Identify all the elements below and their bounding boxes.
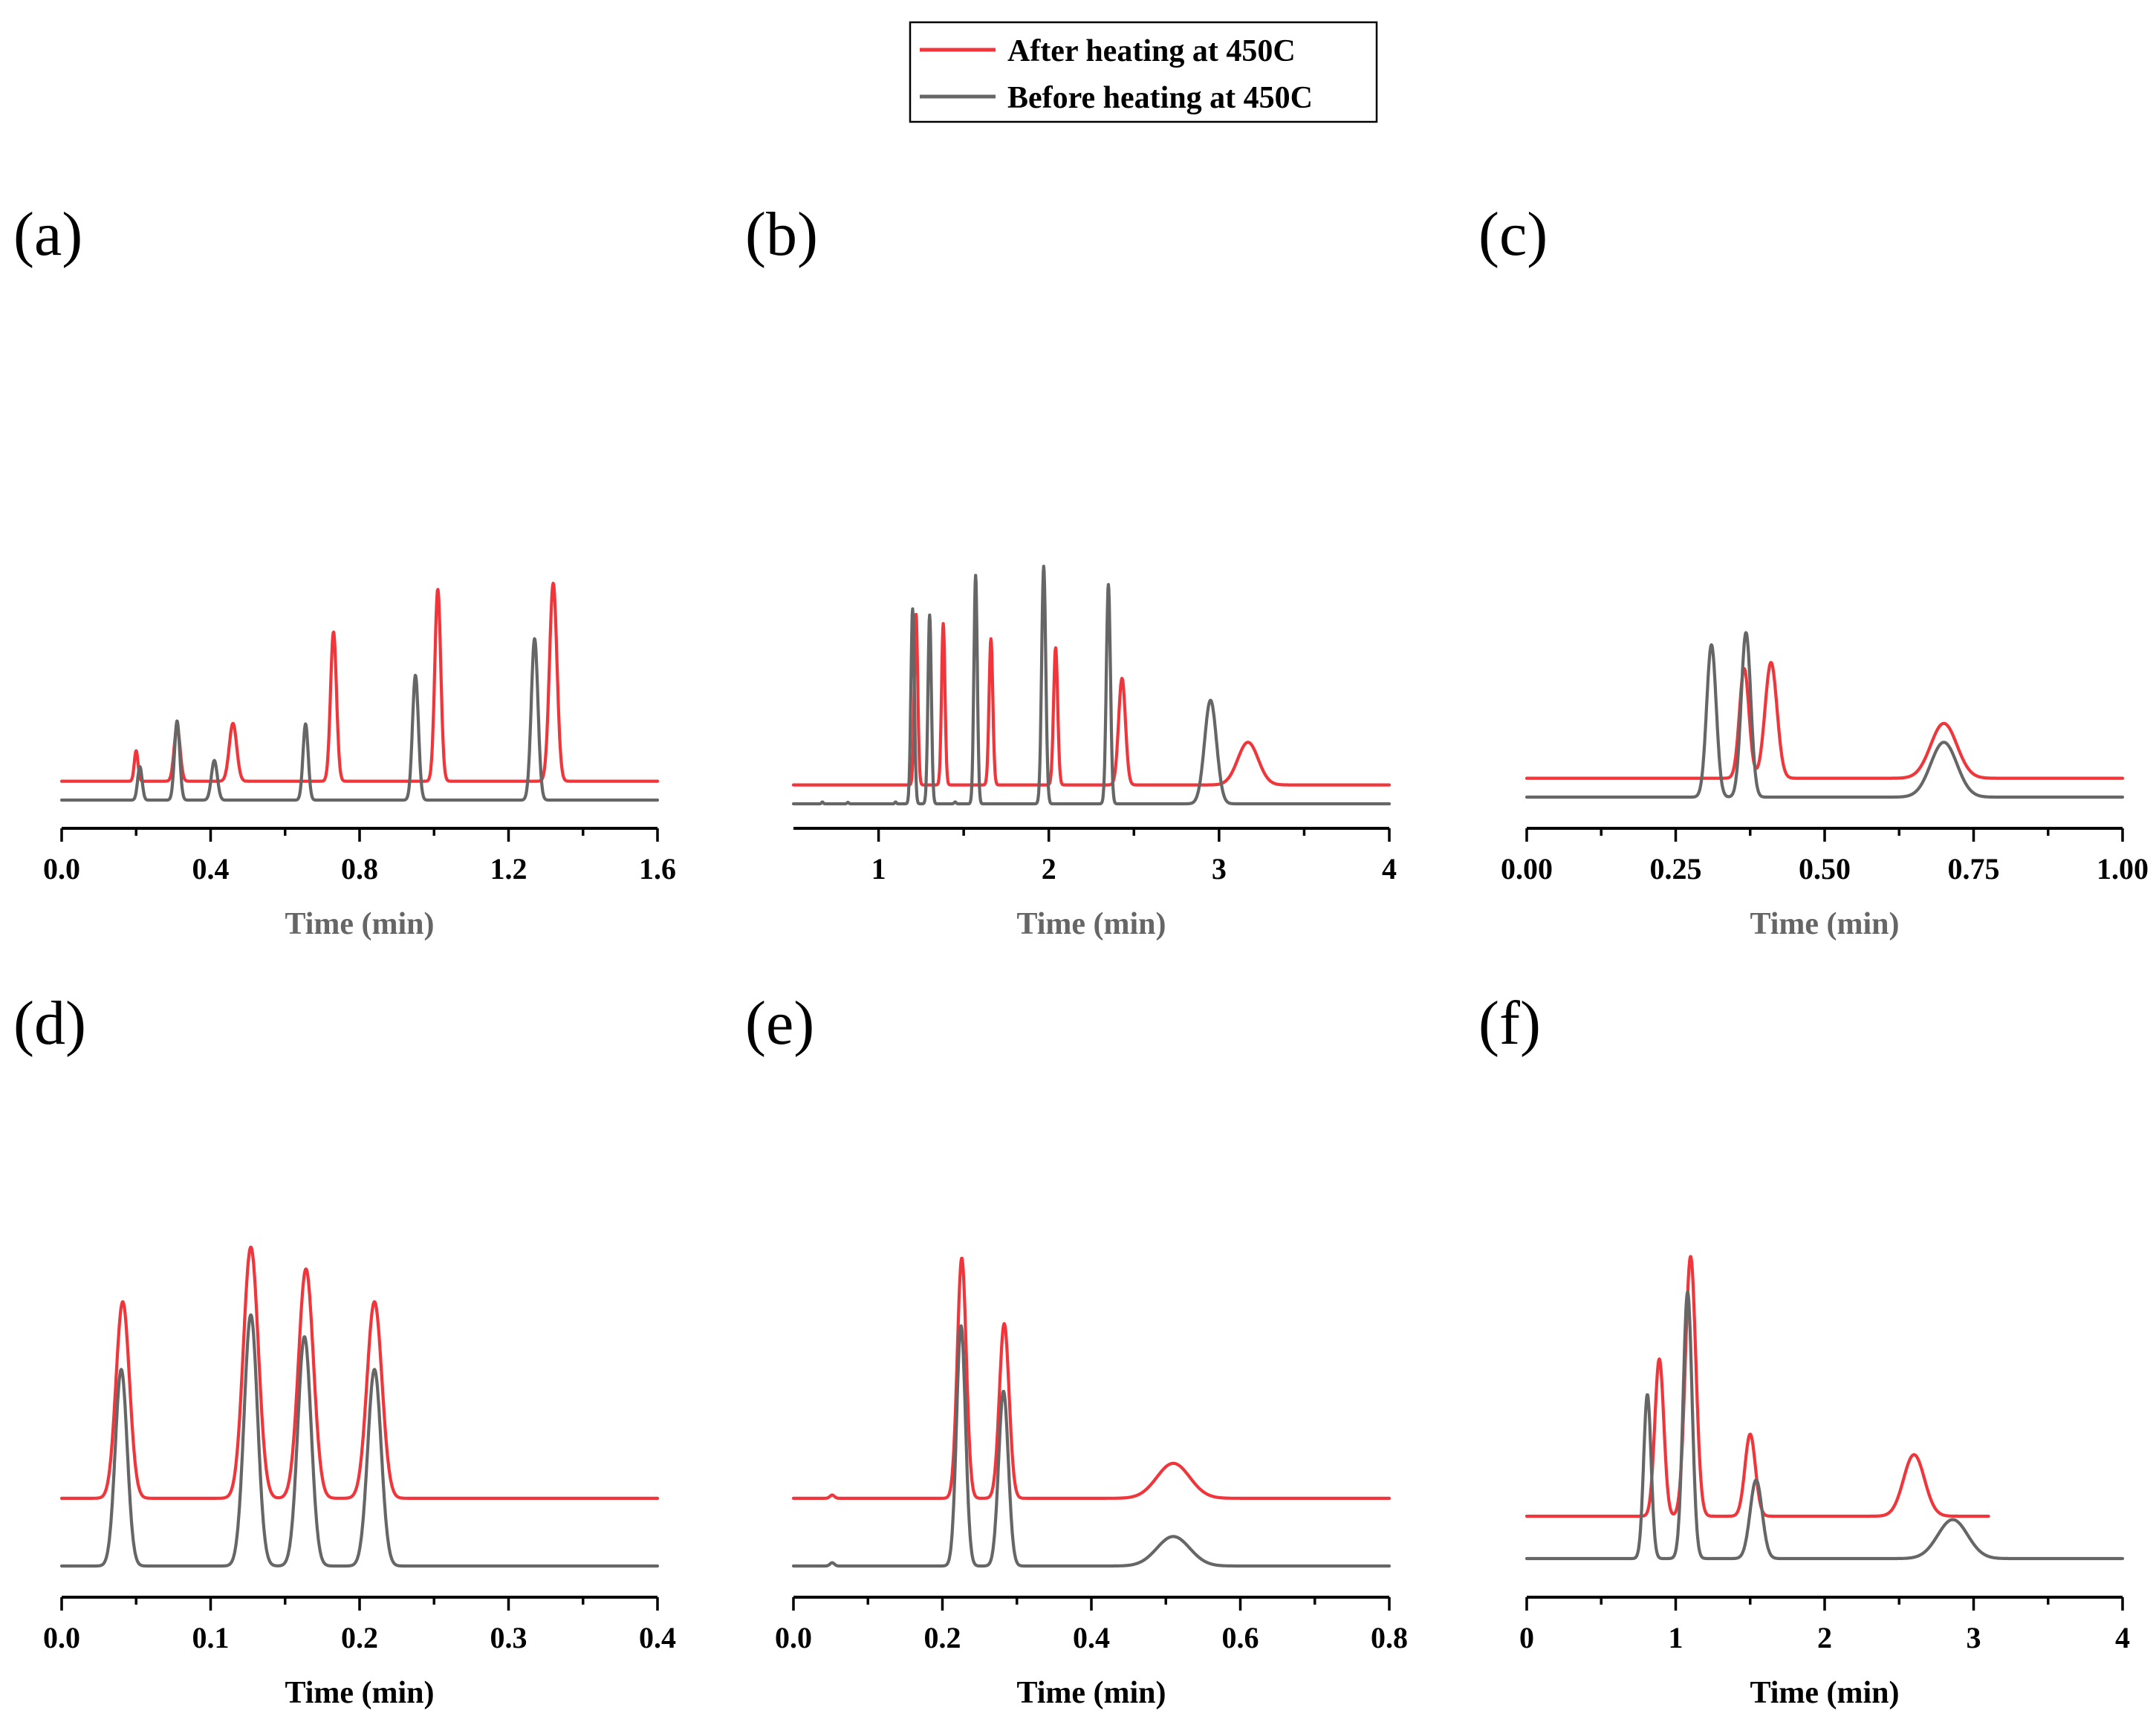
series-after-line-e xyxy=(791,1256,1392,1500)
panel-label-e: (e) xyxy=(745,989,814,1058)
tick-label-a-0: 0.0 xyxy=(43,852,80,886)
tick-label-d-2: 0.2 xyxy=(341,1621,378,1654)
series-before-line-b xyxy=(791,565,1392,806)
tick-label-d-4: 0.4 xyxy=(639,1621,676,1654)
tick-label-e-3: 0.6 xyxy=(1222,1621,1259,1654)
tick-label-f-0: 0 xyxy=(1519,1621,1534,1654)
panel-b: 1 2 3 4 Time (min) (b) xyxy=(745,200,1397,941)
series-before-line-e xyxy=(791,1324,1392,1568)
series-after-line-c xyxy=(1525,660,2125,780)
panel-d: 0.0 0.1 0.2 0.3 0.4 Time (min) (d) xyxy=(13,989,676,1710)
tick-label-a-1: 0.4 xyxy=(192,852,230,886)
tick-label-e-2: 0.4 xyxy=(1073,1621,1110,1654)
x-axis-title-c: Time (min) xyxy=(1750,907,1899,941)
panel-label-f: (f) xyxy=(1478,989,1541,1058)
panel-c: 0.00 0.25 0.50 0.75 1.00 Time (min) (c) xyxy=(1478,200,2149,941)
panel-e: 0.0 0.2 0.4 0.6 0.8 Time (min) (e) xyxy=(745,989,1408,1710)
legend-label-after: After heating at 450C xyxy=(1007,34,1296,68)
series-after-line-d xyxy=(59,1245,660,1500)
tick-label-f-3: 3 xyxy=(1967,1621,1981,1654)
panel-f: 0 1 2 3 4 Time (min) (f) xyxy=(1478,989,2130,1710)
series-before-line-f xyxy=(1525,1290,2125,1561)
tick-label-b-1: 2 xyxy=(1042,852,1056,886)
series-after-line-f xyxy=(1525,1255,1990,1518)
tick-label-d-1: 0.1 xyxy=(192,1621,230,1654)
series-before-line-c xyxy=(1525,631,2125,799)
panel-label-c: (c) xyxy=(1478,200,1548,269)
tick-label-b-0: 1 xyxy=(871,852,886,886)
legend: After heating at 450C Before heating at … xyxy=(909,21,1378,123)
x-axis-title-a: Time (min) xyxy=(285,907,434,941)
tick-label-f-1: 1 xyxy=(1669,1621,1683,1654)
tick-label-b-2: 3 xyxy=(1212,852,1227,886)
legend-label-before: Before heating at 450C xyxy=(1007,81,1313,115)
tick-label-e-1: 0.2 xyxy=(924,1621,961,1654)
tick-label-c-3: 0.75 xyxy=(1948,852,2000,886)
panels: 0.0 0.4 0.8 1.2 1.6 Time (min) (a) 1 2 3 4 Time (mi… xyxy=(13,200,2149,1710)
tick-label-f-4: 4 xyxy=(2115,1621,2130,1654)
tick-label-e-0: 0.0 xyxy=(775,1621,812,1654)
tick-label-b-3: 4 xyxy=(1382,852,1397,886)
tick-label-d-3: 0.3 xyxy=(490,1621,527,1654)
tick-label-c-0: 0.00 xyxy=(1501,852,1553,886)
tick-label-e-4: 0.8 xyxy=(1371,1621,1408,1654)
x-axis-title-e: Time (min) xyxy=(1016,1676,1166,1710)
tick-label-f-2: 2 xyxy=(1817,1621,1832,1654)
series-after-line-a xyxy=(59,582,660,783)
series-before-line-a xyxy=(59,637,660,802)
x-axis-title-b: Time (min) xyxy=(1016,907,1166,941)
tick-label-d-0: 0.0 xyxy=(43,1621,80,1654)
x-axis-title-f: Time (min) xyxy=(1750,1676,1899,1710)
tick-label-a-2: 0.8 xyxy=(341,852,378,886)
panel-label-d: (d) xyxy=(13,989,86,1058)
series-after-line-b xyxy=(791,612,1392,787)
panel-label-b: (b) xyxy=(745,200,818,269)
panel-label-a: (a) xyxy=(13,200,82,269)
tick-label-c-2: 0.50 xyxy=(1799,852,1851,886)
panel-a: 0.0 0.4 0.8 1.2 1.6 Time (min) (a) xyxy=(13,200,676,941)
tick-label-a-4: 1.6 xyxy=(639,852,676,886)
x-axis-title-d: Time (min) xyxy=(285,1676,434,1710)
legend-box xyxy=(909,21,1378,123)
tick-label-c-4: 1.00 xyxy=(2097,852,2149,886)
series-before-line-d xyxy=(59,1313,660,1568)
tick-label-a-3: 1.2 xyxy=(490,852,527,886)
tick-label-c-1: 0.25 xyxy=(1650,852,1702,886)
